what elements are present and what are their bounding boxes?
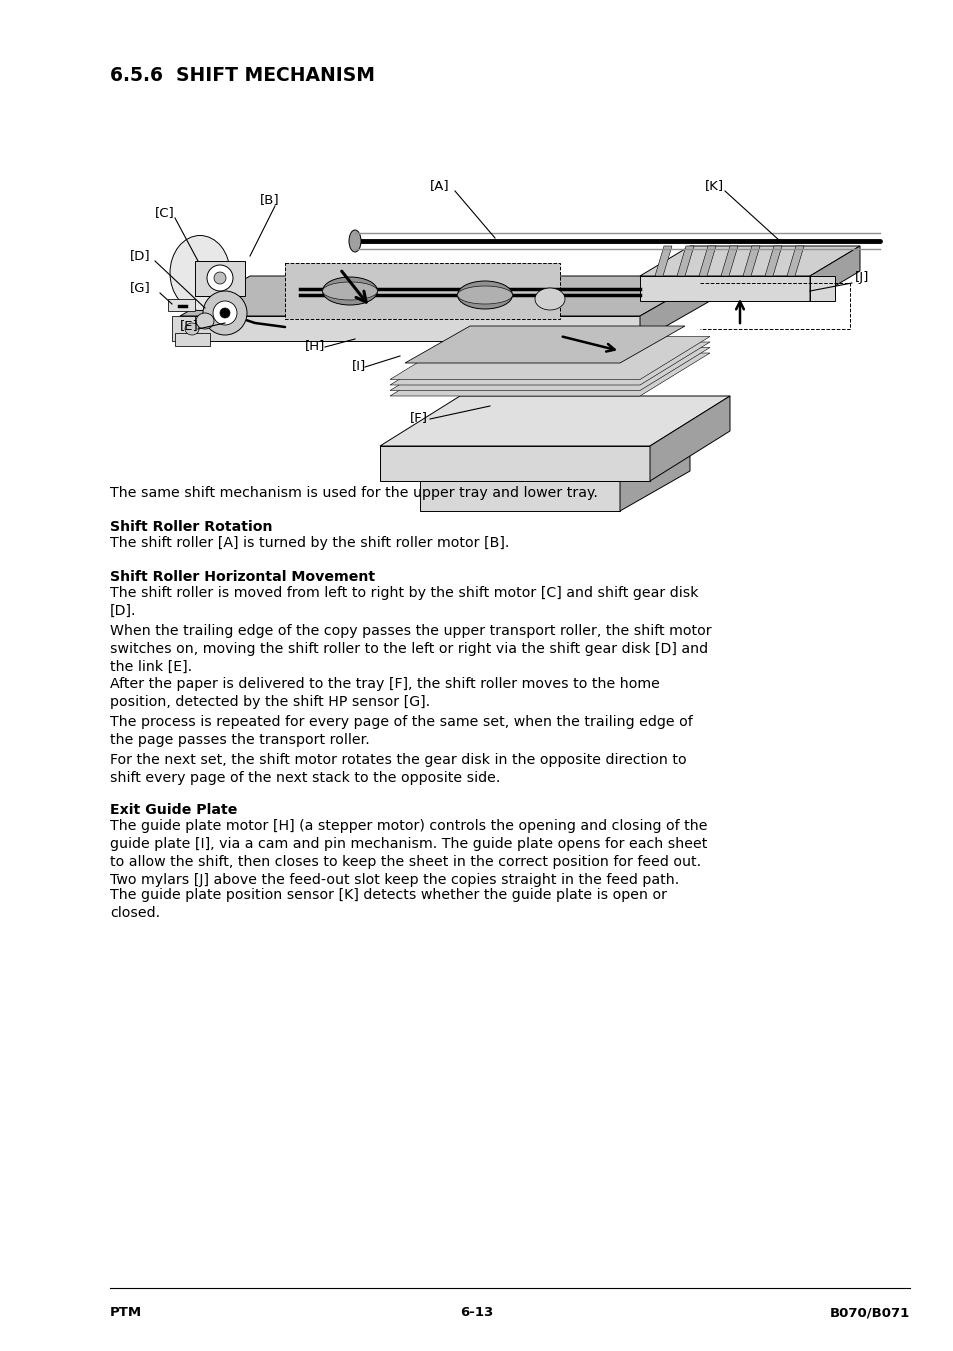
Text: PTM: PTM (110, 1306, 142, 1319)
Circle shape (220, 308, 230, 317)
Text: [I]: [I] (352, 359, 366, 372)
Ellipse shape (349, 230, 360, 253)
Polygon shape (172, 316, 194, 340)
Ellipse shape (170, 235, 230, 311)
Text: For the next set, the shift motor rotates the gear disk in the opposite directio: For the next set, the shift motor rotate… (110, 754, 686, 785)
Polygon shape (699, 246, 716, 276)
Text: [F]: [F] (410, 411, 428, 424)
Polygon shape (390, 353, 709, 396)
Circle shape (213, 272, 226, 284)
Text: When the trailing edge of the copy passes the upper transport roller, the shift : When the trailing edge of the copy passe… (110, 624, 711, 674)
Polygon shape (194, 261, 245, 296)
Circle shape (207, 265, 233, 290)
Text: [B]: [B] (260, 193, 279, 205)
Text: B070/B071: B070/B071 (829, 1306, 909, 1319)
Polygon shape (178, 305, 188, 308)
Text: The shift roller [A] is turned by the shift roller motor [B].: The shift roller [A] is turned by the sh… (110, 536, 509, 550)
Ellipse shape (322, 282, 377, 300)
Polygon shape (655, 246, 671, 276)
Polygon shape (764, 246, 781, 276)
Ellipse shape (457, 281, 512, 309)
Text: 6-13: 6-13 (460, 1306, 493, 1319)
Text: The same shift mechanism is used for the upper tray and lower tray.: The same shift mechanism is used for the… (110, 486, 598, 500)
Polygon shape (168, 299, 194, 311)
Ellipse shape (535, 288, 564, 309)
Text: [D]: [D] (130, 249, 151, 262)
Text: [K]: [K] (704, 178, 723, 192)
Ellipse shape (195, 313, 213, 330)
Circle shape (213, 301, 236, 326)
Polygon shape (786, 246, 803, 276)
Polygon shape (390, 336, 709, 380)
Text: [E]: [E] (180, 319, 198, 332)
Text: The process is repeated for every page of the same set, when the trailing edge o: The process is repeated for every page o… (110, 716, 692, 747)
Polygon shape (180, 316, 639, 340)
Text: Shift Roller Rotation: Shift Roller Rotation (110, 520, 273, 535)
Text: After the paper is delivered to the tray [F], the shift roller moves to the home: After the paper is delivered to the tray… (110, 677, 659, 709)
Text: [H]: [H] (305, 339, 325, 353)
Circle shape (203, 290, 247, 335)
Polygon shape (639, 276, 709, 340)
Text: [A]: [A] (430, 178, 449, 192)
Polygon shape (742, 246, 760, 276)
Polygon shape (390, 347, 709, 390)
Polygon shape (379, 446, 649, 481)
Polygon shape (809, 276, 834, 301)
Text: [J]: [J] (854, 272, 868, 284)
Text: The guide plate motor [H] (a stepper motor) controls the opening and closing of : The guide plate motor [H] (a stepper mot… (110, 819, 707, 886)
Text: The shift roller is moved from left to right by the shift motor [C] and shift ge: The shift roller is moved from left to r… (110, 586, 698, 617)
Polygon shape (419, 481, 619, 511)
Polygon shape (419, 440, 689, 481)
Polygon shape (649, 396, 729, 481)
Text: [G]: [G] (130, 281, 151, 295)
Text: [C]: [C] (154, 205, 174, 219)
Polygon shape (390, 342, 709, 385)
Text: 6.5.6  SHIFT MECHANISM: 6.5.6 SHIFT MECHANISM (110, 66, 375, 85)
Polygon shape (720, 246, 738, 276)
Ellipse shape (322, 277, 377, 305)
Polygon shape (174, 332, 210, 346)
Polygon shape (677, 246, 693, 276)
Polygon shape (405, 326, 684, 363)
Polygon shape (180, 276, 709, 316)
Polygon shape (619, 440, 689, 511)
Ellipse shape (457, 286, 512, 304)
Text: The guide plate position sensor [K] detects whether the guide plate is open or
c: The guide plate position sensor [K] dete… (110, 888, 666, 920)
Polygon shape (639, 246, 859, 276)
Polygon shape (809, 246, 859, 301)
Text: Shift Roller Horizontal Movement: Shift Roller Horizontal Movement (110, 570, 375, 585)
Ellipse shape (185, 323, 199, 335)
Polygon shape (379, 396, 729, 446)
Polygon shape (639, 276, 809, 301)
Text: Exit Guide Plate: Exit Guide Plate (110, 804, 237, 817)
Polygon shape (285, 263, 559, 319)
